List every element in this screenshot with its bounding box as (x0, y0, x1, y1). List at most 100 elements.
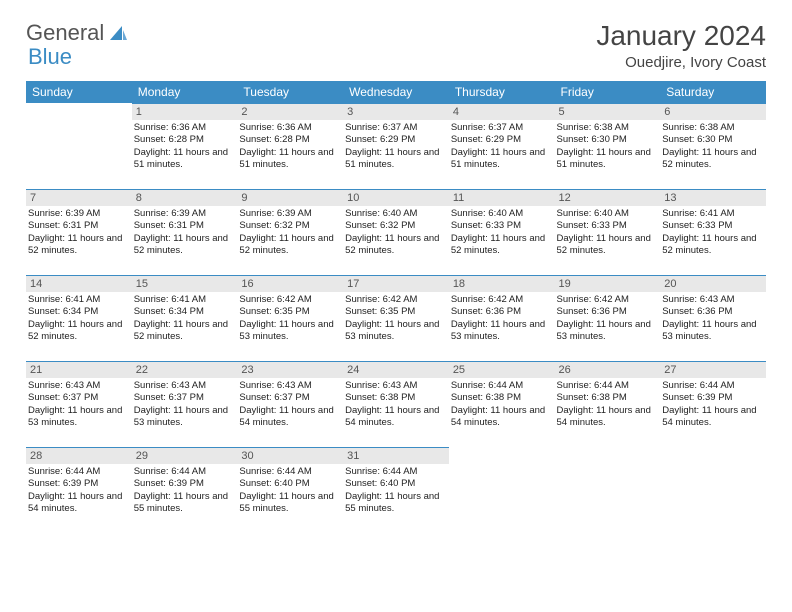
sunset-line: Sunset: 6:30 PM (662, 134, 762, 146)
day-content: Sunrise: 6:42 AMSunset: 6:36 PMDaylight:… (555, 292, 661, 347)
day-content: Sunrise: 6:44 AMSunset: 6:39 PMDaylight:… (660, 378, 766, 433)
sunset-line: Sunset: 6:37 PM (239, 392, 339, 404)
weekday-header: Sunday (26, 81, 132, 103)
sunset-line: Sunset: 6:29 PM (345, 134, 445, 146)
sunrise-line: Sunrise: 6:41 AM (28, 294, 128, 306)
daylight-line: Daylight: 11 hours and 51 minutes. (451, 147, 551, 172)
sunrise-line: Sunrise: 6:43 AM (134, 380, 234, 392)
daylight-line: Daylight: 11 hours and 52 minutes. (662, 233, 762, 258)
calendar-day-cell: 16Sunrise: 6:42 AMSunset: 6:35 PMDayligh… (237, 275, 343, 361)
day-content: Sunrise: 6:39 AMSunset: 6:31 PMDaylight:… (26, 206, 132, 261)
sunrise-line: Sunrise: 6:43 AM (28, 380, 128, 392)
sunset-line: Sunset: 6:37 PM (28, 392, 128, 404)
calendar-day-cell: 1Sunrise: 6:36 AMSunset: 6:28 PMDaylight… (132, 103, 238, 189)
day-number: 9 (237, 189, 343, 206)
day-content: Sunrise: 6:44 AMSunset: 6:39 PMDaylight:… (26, 464, 132, 519)
day-content: Sunrise: 6:42 AMSunset: 6:36 PMDaylight:… (449, 292, 555, 347)
daylight-line: Daylight: 11 hours and 51 minutes. (345, 147, 445, 172)
day-number: 10 (343, 189, 449, 206)
weekday-header: Friday (555, 81, 661, 103)
calendar-week-row: 14Sunrise: 6:41 AMSunset: 6:34 PMDayligh… (26, 275, 766, 361)
calendar-day-cell: 22Sunrise: 6:43 AMSunset: 6:37 PMDayligh… (132, 361, 238, 447)
weekday-header: Monday (132, 81, 238, 103)
calendar-day-cell: 6Sunrise: 6:38 AMSunset: 6:30 PMDaylight… (660, 103, 766, 189)
sunrise-line: Sunrise: 6:44 AM (134, 466, 234, 478)
day-number: 12 (555, 189, 661, 206)
sunset-line: Sunset: 6:37 PM (134, 392, 234, 404)
day-number: 24 (343, 361, 449, 378)
daylight-line: Daylight: 11 hours and 53 minutes. (28, 405, 128, 430)
day-number: 29 (132, 447, 238, 464)
daylight-line: Daylight: 11 hours and 52 minutes. (134, 233, 234, 258)
day-number: 1 (132, 103, 238, 120)
calendar-day-cell: 10Sunrise: 6:40 AMSunset: 6:32 PMDayligh… (343, 189, 449, 275)
sunset-line: Sunset: 6:36 PM (451, 306, 551, 318)
day-number: 21 (26, 361, 132, 378)
calendar-day-cell: 17Sunrise: 6:42 AMSunset: 6:35 PMDayligh… (343, 275, 449, 361)
day-number: 6 (660, 103, 766, 120)
location: Ouedjire, Ivory Coast (596, 54, 766, 71)
calendar-day-cell: 21Sunrise: 6:43 AMSunset: 6:37 PMDayligh… (26, 361, 132, 447)
sunset-line: Sunset: 6:34 PM (134, 306, 234, 318)
sunset-line: Sunset: 6:38 PM (345, 392, 445, 404)
day-content: Sunrise: 6:43 AMSunset: 6:37 PMDaylight:… (237, 378, 343, 433)
calendar-day-cell: 28Sunrise: 6:44 AMSunset: 6:39 PMDayligh… (26, 447, 132, 533)
sunset-line: Sunset: 6:36 PM (662, 306, 762, 318)
calendar-day-cell: 15Sunrise: 6:41 AMSunset: 6:34 PMDayligh… (132, 275, 238, 361)
day-number: 26 (555, 361, 661, 378)
day-content: Sunrise: 6:40 AMSunset: 6:32 PMDaylight:… (343, 206, 449, 261)
sunset-line: Sunset: 6:32 PM (345, 220, 445, 232)
daylight-line: Daylight: 11 hours and 54 minutes. (451, 405, 551, 430)
day-number: 20 (660, 275, 766, 292)
calendar-table: SundayMondayTuesdayWednesdayThursdayFrid… (26, 81, 766, 533)
calendar-day-cell: 31Sunrise: 6:44 AMSunset: 6:40 PMDayligh… (343, 447, 449, 533)
day-number: 30 (237, 447, 343, 464)
daylight-line: Daylight: 11 hours and 53 minutes. (662, 319, 762, 344)
calendar-day-cell (555, 447, 661, 533)
sunrise-line: Sunrise: 6:40 AM (557, 208, 657, 220)
sunrise-line: Sunrise: 6:41 AM (134, 294, 234, 306)
daylight-line: Daylight: 11 hours and 52 minutes. (451, 233, 551, 258)
day-content: Sunrise: 6:43 AMSunset: 6:37 PMDaylight:… (26, 378, 132, 433)
daylight-line: Daylight: 11 hours and 54 minutes. (345, 405, 445, 430)
calendar-day-cell: 30Sunrise: 6:44 AMSunset: 6:40 PMDayligh… (237, 447, 343, 533)
logo-text-2: Blue (28, 44, 72, 70)
day-content: Sunrise: 6:44 AMSunset: 6:38 PMDaylight:… (449, 378, 555, 433)
sunrise-line: Sunrise: 6:37 AM (345, 122, 445, 134)
calendar-body: 1Sunrise: 6:36 AMSunset: 6:28 PMDaylight… (26, 103, 766, 533)
sunset-line: Sunset: 6:38 PM (557, 392, 657, 404)
daylight-line: Daylight: 11 hours and 52 minutes. (239, 233, 339, 258)
sunrise-line: Sunrise: 6:36 AM (134, 122, 234, 134)
daylight-line: Daylight: 11 hours and 54 minutes. (239, 405, 339, 430)
calendar-day-cell: 5Sunrise: 6:38 AMSunset: 6:30 PMDaylight… (555, 103, 661, 189)
sunrise-line: Sunrise: 6:44 AM (662, 380, 762, 392)
sunrise-line: Sunrise: 6:41 AM (662, 208, 762, 220)
day-content: Sunrise: 6:39 AMSunset: 6:31 PMDaylight:… (132, 206, 238, 261)
daylight-line: Daylight: 11 hours and 51 minutes. (557, 147, 657, 172)
day-number: 5 (555, 103, 661, 120)
daylight-line: Daylight: 11 hours and 51 minutes. (239, 147, 339, 172)
daylight-line: Daylight: 11 hours and 52 minutes. (28, 319, 128, 344)
sunrise-line: Sunrise: 6:44 AM (451, 380, 551, 392)
day-content: Sunrise: 6:43 AMSunset: 6:37 PMDaylight:… (132, 378, 238, 433)
day-number: 7 (26, 189, 132, 206)
sunrise-line: Sunrise: 6:44 AM (557, 380, 657, 392)
day-number: 23 (237, 361, 343, 378)
sunset-line: Sunset: 6:36 PM (557, 306, 657, 318)
sunrise-line: Sunrise: 6:40 AM (345, 208, 445, 220)
sunrise-line: Sunrise: 6:36 AM (239, 122, 339, 134)
day-content: Sunrise: 6:37 AMSunset: 6:29 PMDaylight:… (449, 120, 555, 175)
sunset-line: Sunset: 6:29 PM (451, 134, 551, 146)
calendar-day-cell: 18Sunrise: 6:42 AMSunset: 6:36 PMDayligh… (449, 275, 555, 361)
calendar-header-row: SundayMondayTuesdayWednesdayThursdayFrid… (26, 81, 766, 103)
day-number: 27 (660, 361, 766, 378)
sunset-line: Sunset: 6:39 PM (662, 392, 762, 404)
sunset-line: Sunset: 6:32 PM (239, 220, 339, 232)
daylight-line: Daylight: 11 hours and 55 minutes. (134, 491, 234, 516)
day-content: Sunrise: 6:43 AMSunset: 6:38 PMDaylight:… (343, 378, 449, 433)
calendar-day-cell: 8Sunrise: 6:39 AMSunset: 6:31 PMDaylight… (132, 189, 238, 275)
calendar-day-cell: 25Sunrise: 6:44 AMSunset: 6:38 PMDayligh… (449, 361, 555, 447)
sunrise-line: Sunrise: 6:38 AM (662, 122, 762, 134)
sunrise-line: Sunrise: 6:40 AM (451, 208, 551, 220)
header: General January 2024 Ouedjire, Ivory Coa… (26, 20, 766, 71)
